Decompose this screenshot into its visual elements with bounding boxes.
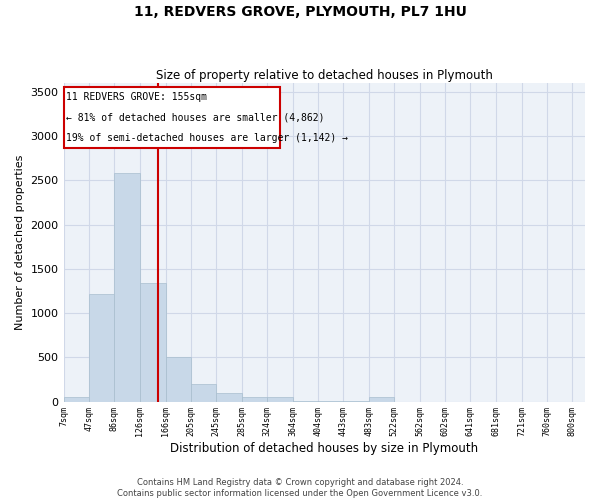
Text: 11 REDVERS GROVE: 155sqm: 11 REDVERS GROVE: 155sqm — [66, 92, 207, 102]
Bar — [89, 294, 114, 402]
Bar — [318, 400, 343, 402]
FancyBboxPatch shape — [64, 87, 280, 148]
Bar — [64, 396, 89, 402]
Bar — [242, 397, 267, 402]
Bar — [343, 400, 369, 402]
Bar — [267, 397, 293, 402]
X-axis label: Distribution of detached houses by size in Plymouth: Distribution of detached houses by size … — [170, 442, 478, 455]
Text: 11, REDVERS GROVE, PLYMOUTH, PL7 1HU: 11, REDVERS GROVE, PLYMOUTH, PL7 1HU — [134, 5, 466, 19]
Bar — [166, 358, 191, 402]
Bar — [191, 384, 216, 402]
Bar — [293, 400, 318, 402]
Text: Contains HM Land Registry data © Crown copyright and database right 2024.
Contai: Contains HM Land Registry data © Crown c… — [118, 478, 482, 498]
Bar — [216, 392, 242, 402]
Y-axis label: Number of detached properties: Number of detached properties — [15, 154, 25, 330]
Text: 19% of semi-detached houses are larger (1,142) →: 19% of semi-detached houses are larger (… — [66, 132, 348, 142]
Bar — [114, 174, 140, 402]
Title: Size of property relative to detached houses in Plymouth: Size of property relative to detached ho… — [156, 69, 493, 82]
Text: ← 81% of detached houses are smaller (4,862): ← 81% of detached houses are smaller (4,… — [66, 112, 325, 122]
Bar — [369, 397, 394, 402]
Bar — [140, 283, 166, 402]
